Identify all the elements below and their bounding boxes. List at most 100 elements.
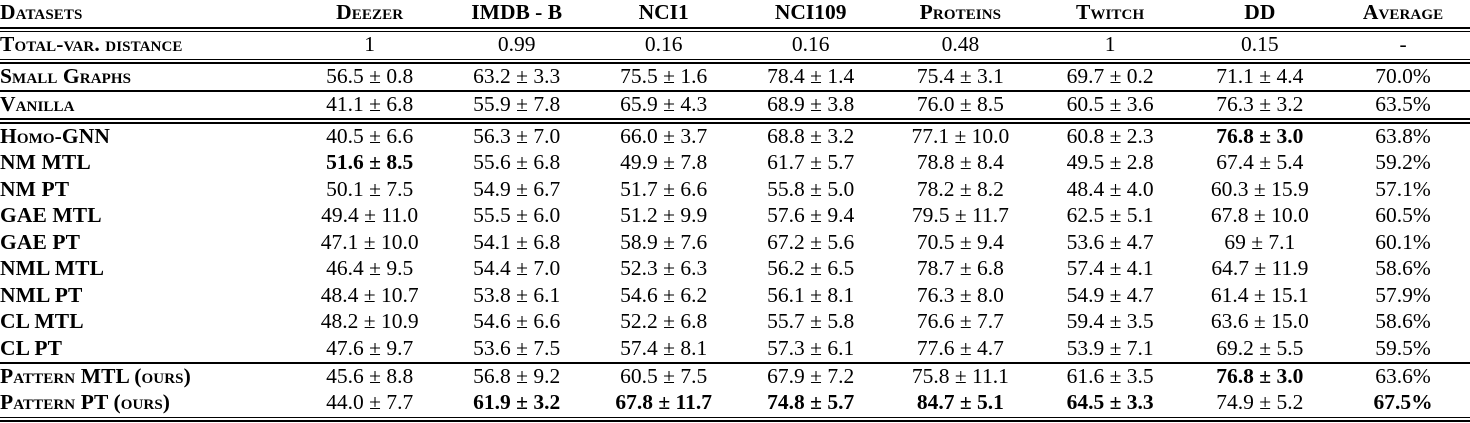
- table-cell: 60.5 ± 7.5: [620, 363, 708, 388]
- table-cell: 47.6 ± 9.7: [326, 335, 414, 360]
- table-row: GAE PT 47.1 ± 10.0 54.1 ± 6.8 58.9 ± 7.6 67.…: [0, 230, 1470, 257]
- table-cell: 56.5 ± 0.8: [326, 63, 414, 88]
- table-cell: 65.9 ± 4.3: [620, 91, 708, 116]
- table-cell: 60.8 ± 2.3: [1066, 123, 1154, 148]
- table-cell: 55.7 ± 5.8: [767, 309, 855, 334]
- table-cell: 58.9 ± 7.6: [620, 229, 708, 254]
- table-cell: 59.5%: [1375, 335, 1431, 360]
- table-cell: 57.1%: [1375, 176, 1431, 201]
- table-cell: 56.1 ± 8.1: [767, 282, 855, 307]
- table-cell: 49.4 ± 11.0: [321, 203, 419, 228]
- horizontal-rule: [0, 90, 1470, 92]
- table-cell: 60.1%: [1375, 229, 1431, 254]
- table-cell: 77.1 ± 10.0: [911, 123, 1010, 148]
- row-label: GAE PT: [0, 229, 81, 254]
- table-cell: 66.0 ± 3.7: [620, 123, 708, 148]
- table-cell: 57.3 ± 6.1: [767, 335, 855, 360]
- table-row: NML MTL 46.4 ± 9.5 54.4 ± 7.0 52.3 ± 6.3 56.…: [0, 256, 1470, 283]
- table-cell: 55.5 ± 6.0: [473, 203, 561, 228]
- table-cell: 53.6 ± 7.5: [473, 335, 561, 360]
- table-cell: 69.2 ± 5.5: [1216, 335, 1304, 360]
- table-cell: 54.4 ± 7.0: [473, 256, 561, 281]
- table-cell: 74.9 ± 5.2: [1216, 390, 1304, 415]
- table-cell: 69.7 ± 0.2: [1066, 63, 1154, 88]
- table-cell: 67.9 ± 7.2: [767, 363, 855, 388]
- row-label: Pattern PT (ours): [0, 390, 171, 415]
- table-cell: 70.0%: [1375, 63, 1431, 88]
- table-cell: 84.7 ± 5.1: [916, 390, 1004, 415]
- table-cell: 76.3 ± 8.0: [916, 282, 1004, 307]
- table-cell: 60.5 ± 3.6: [1066, 91, 1154, 116]
- horizontal-rule: [0, 58, 1470, 64]
- table-cell: 71.1 ± 4.4: [1216, 63, 1304, 88]
- table-cell: 0.15: [1241, 32, 1279, 57]
- table-cell: 53.8 ± 6.1: [473, 282, 561, 307]
- table-cell: 69 ± 7.1: [1224, 229, 1296, 254]
- table-cell: 0.16: [644, 32, 683, 57]
- table-cell: 64.7 ± 11.9: [1211, 256, 1309, 281]
- table-cell: 58.6%: [1375, 309, 1431, 334]
- table-cell: 54.6 ± 6.2: [620, 282, 708, 307]
- table-cell: 79.5 ± 11.7: [911, 203, 1009, 228]
- row-label: NM PT: [0, 176, 70, 201]
- table-cell: 54.9 ± 6.7: [473, 176, 561, 201]
- row-label: Small Graphs: [0, 63, 132, 88]
- table-cell: 58.6%: [1375, 256, 1431, 281]
- table-cell: 56.8 ± 9.2: [473, 363, 561, 388]
- table-cell: 76.0 ± 8.5: [916, 91, 1004, 116]
- table-row: CL PT 47.6 ± 9.7 53.6 ± 7.5 57.4 ± 8.1 57.3 …: [0, 336, 1470, 363]
- table-row: Small Graphs 56.5 ± 0.8 63.2 ± 3.3 75.5 ± 1…: [0, 64, 1470, 91]
- table-cell: 68.9 ± 3.8: [767, 91, 855, 116]
- table-cell: 55.8 ± 5.0: [767, 176, 855, 201]
- table-cell: 57.9%: [1375, 282, 1431, 307]
- table-cell: 61.6 ± 3.5: [1066, 363, 1154, 388]
- table-row: GAE MTL 49.4 ± 11.0 55.5 ± 6.0 51.2 ± 9.9 57…: [0, 203, 1470, 230]
- table-cell: 40.5 ± 6.6: [326, 123, 414, 148]
- table-cell: 76.3 ± 3.2: [1216, 91, 1304, 116]
- table-cell: 48.2 ± 10.9: [320, 309, 419, 334]
- table-cell: 77.6 ± 4.7: [916, 335, 1004, 360]
- row-label: GAE MTL: [0, 203, 102, 228]
- table-cell: 52.2 ± 6.8: [620, 309, 708, 334]
- table-cell: 74.8 ± 5.7: [767, 390, 855, 415]
- row-label: Vanilla: [0, 91, 75, 116]
- column-header-datasets: Datasets: [0, 0, 83, 24]
- horizontal-rule: [0, 27, 1470, 33]
- table-cell: 0.48: [941, 32, 980, 57]
- row-label: NM MTL: [0, 150, 91, 175]
- table-cell: 46.4 ± 9.5: [326, 256, 414, 281]
- table-cell: 47.1 ± 10.0: [320, 229, 419, 254]
- table-cell: 63.2 ± 3.3: [473, 63, 561, 88]
- table-cell: 54.6 ± 6.6: [473, 309, 561, 334]
- table-row: CL MTL 48.2 ± 10.9 54.6 ± 6.6 52.2 ± 6.8 55.…: [0, 309, 1470, 336]
- table-rule: [0, 27, 1470, 33]
- table-cell: 78.8 ± 8.4: [916, 150, 1004, 175]
- horizontal-rule: [0, 362, 1470, 364]
- table-cell: 76.8 ± 3.0: [1216, 123, 1304, 148]
- column-header-nci1: NCI1: [638, 0, 689, 24]
- row-label: NML MTL: [0, 256, 105, 281]
- row-label: CL PT: [0, 335, 63, 360]
- table-row: Pattern MTL (ours) 45.6 ± 8.8 56.8 ± 9.2 60…: [0, 364, 1470, 391]
- table-row: Pattern PT (ours) 44.0 ± 7.7 61.9 ± 3.2 67.…: [0, 390, 1470, 417]
- table-cell: 54.9 ± 4.7: [1066, 282, 1154, 307]
- table-cell: 78.7 ± 6.8: [916, 256, 1004, 281]
- table-cell: 52.3 ± 6.3: [620, 256, 708, 281]
- table-row: NM PT 50.1 ± 7.5 54.9 ± 6.7 51.7 ± 6.6 55.8 …: [0, 177, 1470, 204]
- table-cell: 41.1 ± 6.8: [326, 91, 414, 116]
- row-label: CL MTL: [0, 309, 84, 334]
- table-cell: 57.4 ± 4.1: [1066, 256, 1154, 281]
- column-header-imdb-b: IMDB - B: [471, 0, 563, 24]
- table-cell: 57.4 ± 8.1: [620, 335, 708, 360]
- table-cell: 63.6%: [1375, 363, 1431, 388]
- table-cell: 60.5%: [1375, 203, 1431, 228]
- table-cell: 59.2%: [1375, 150, 1431, 175]
- table-cell: 48.4 ± 10.7: [320, 282, 419, 307]
- header-row: Datasets Deezer IMDB - B NCI1 NCI109 Pro…: [0, 0, 1470, 27]
- table-cell: 60.3 ± 15.9: [1210, 176, 1309, 201]
- table-cell: 45.6 ± 8.8: [326, 363, 414, 388]
- row-label: NML PT: [0, 282, 83, 307]
- column-header-dd: DD: [1244, 0, 1276, 24]
- table-row: Homo-GNN 40.5 ± 6.6 56.3 ± 7.0 66.0 ± 3.7 68…: [0, 124, 1470, 151]
